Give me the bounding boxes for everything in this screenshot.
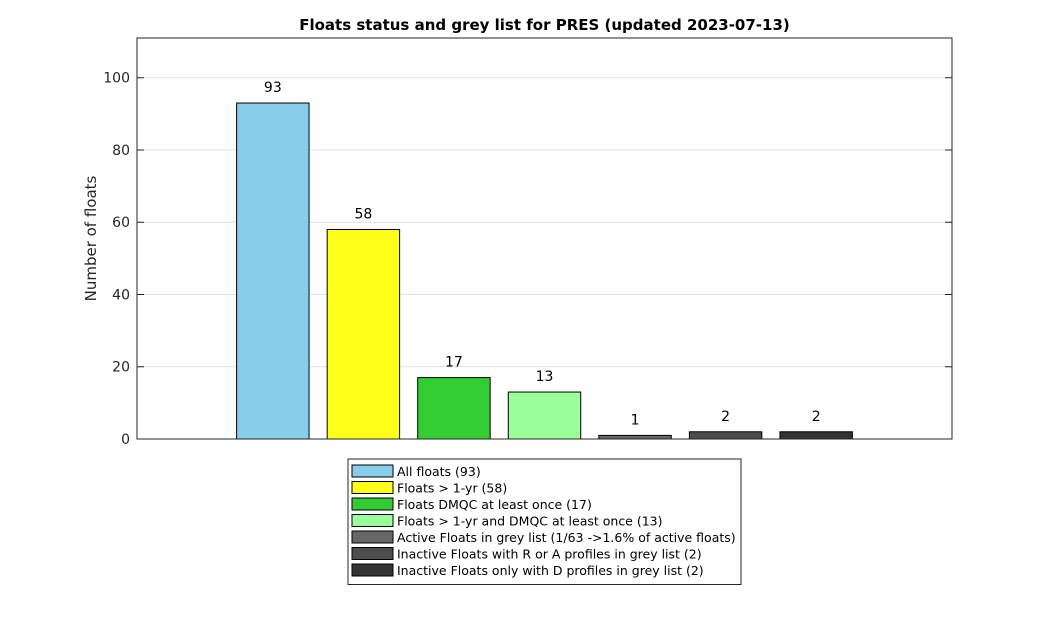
data-labels: 93 58 17 13 1 2 2 — [264, 80, 821, 428]
bar-value-label: 13 — [536, 369, 554, 385]
legend-swatch — [351, 481, 394, 494]
bar — [507, 391, 582, 440]
legend-swatch — [351, 563, 394, 577]
bar-value-label: 2 — [812, 409, 821, 425]
y-tick-label: 80 — [112, 143, 130, 159]
legend-swatch — [351, 464, 394, 478]
legend-swatch — [351, 547, 394, 560]
legend-box — [347, 458, 742, 585]
y-tick-label: 60 — [112, 215, 130, 231]
bar — [236, 102, 310, 440]
legend-entry: All floats (93) — [397, 464, 481, 479]
y-axis-ticks: 0 20 40 60 80 100 — [103, 71, 952, 448]
legend-swatch — [351, 497, 394, 511]
bar-value-label: 58 — [354, 206, 372, 222]
y-tick-label: 0 — [121, 432, 130, 448]
legend: All floats (93)Floats > 1-yr (58)Floats … — [347, 458, 742, 585]
bars — [236, 102, 853, 440]
bar-value-label: 1 — [631, 412, 640, 428]
legend-entry: Floats > 1-yr (58) — [397, 481, 507, 496]
legend-entry: Floats > 1-yr and DMQC at least once (13… — [397, 514, 663, 529]
legend-entry: Inactive Floats with R or A profiles in … — [397, 547, 702, 562]
y-tick-label: 40 — [112, 287, 130, 303]
legend-entry: Floats DMQC at least once (17) — [397, 497, 592, 512]
y-axis-label: Number of floats — [82, 175, 100, 301]
chart-title: Floats status and grey list for PRES (up… — [299, 16, 790, 34]
y-tick-label: 20 — [112, 360, 130, 376]
bar — [688, 431, 763, 440]
bar-value-label: 17 — [445, 355, 463, 371]
legend-swatch — [351, 514, 394, 527]
bar — [598, 434, 672, 440]
legend-swatch — [351, 530, 394, 544]
bar — [779, 431, 853, 440]
plot-frame — [136, 37, 953, 440]
y-tick-label: 100 — [103, 71, 130, 87]
bar — [417, 377, 491, 440]
bar — [326, 228, 401, 440]
bar-value-label: 2 — [721, 409, 730, 425]
legend-entry: Inactive Floats only with D profiles in … — [397, 563, 704, 578]
legend-entry: Active Floats in grey list (1/63 ->1.6% … — [397, 530, 736, 545]
bar-value-label: 93 — [264, 80, 282, 96]
